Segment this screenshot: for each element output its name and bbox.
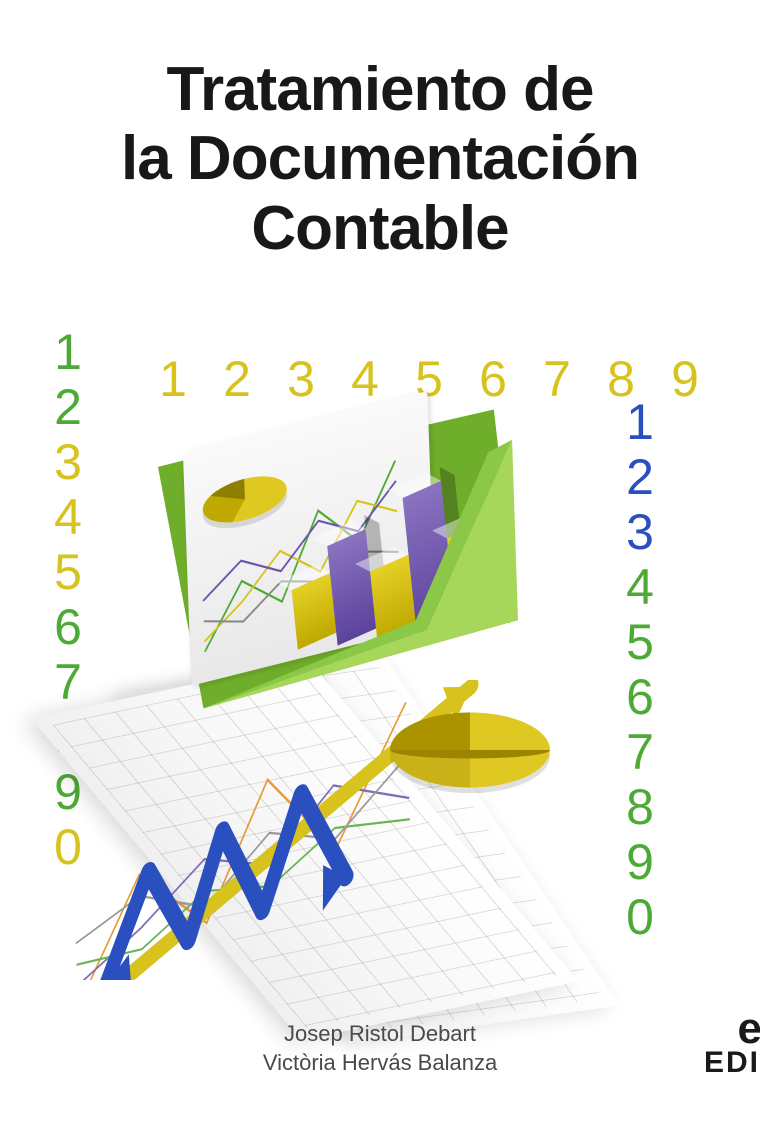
folder-icon (143, 380, 543, 727)
publisher-logo-glyph: e (704, 1011, 760, 1046)
title-line-1: Tratamiento de (0, 55, 760, 124)
title-line-2: la Documentación (0, 124, 760, 193)
pie-side (390, 750, 550, 758)
folder-front-svg (143, 380, 543, 727)
floor-pie-chart (390, 712, 550, 787)
book-title: Tratamiento de la Documentación Contable (0, 55, 760, 263)
publisher-text: EDI (704, 1046, 760, 1080)
author-1: Josep Ristol Debart (0, 1019, 760, 1049)
title-line-3: Contable (0, 194, 760, 263)
publisher-mark: e EDI (704, 1011, 760, 1080)
authors: Josep Ristol Debart Victòria Hervás Bala… (0, 1019, 760, 1078)
author-2: Victòria Hervás Balanza (0, 1048, 760, 1078)
cover-illustration (40, 370, 700, 990)
